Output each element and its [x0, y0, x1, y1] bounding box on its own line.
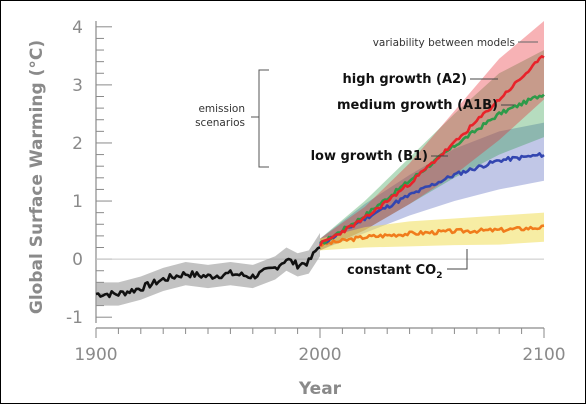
x-minor-ticks	[95, 328, 545, 338]
y-tick-label: 1	[72, 192, 83, 212]
y-axis-title: Global Surface Warming (°C)	[27, 40, 47, 314]
a2-band	[320, 21, 544, 251]
a2-line	[318, 54, 545, 247]
y-tick-label: -1	[66, 308, 83, 328]
y-axis: -1 0 1 2 3 4	[66, 18, 112, 328]
y-tick-labels: -1 0 1 2 3 4	[66, 18, 83, 328]
y-tick-label: 4	[72, 18, 83, 38]
emission-scenarios-bracket	[251, 69, 269, 168]
constant-co2-label: constant CO2	[347, 263, 442, 281]
annotations: variability between models high growth (…	[195, 37, 538, 281]
b1-band	[320, 122, 544, 251]
low-growth-label: low growth (B1)	[311, 149, 428, 164]
series-lines	[95, 54, 545, 299]
y-tick-label: 0	[72, 250, 83, 270]
observed-line	[95, 246, 321, 299]
x-tick-label: 2100	[522, 345, 565, 365]
y-tick-label: 3	[72, 76, 83, 96]
uncertainty-bands	[96, 21, 544, 306]
a1b-band	[320, 50, 544, 251]
y-tick-label: 2	[72, 134, 83, 154]
y-minor-ticks	[96, 26, 112, 318]
x-axis-title: Year	[298, 379, 342, 399]
observed-band	[96, 232, 320, 306]
emission-scenarios-line2: scenarios	[195, 117, 245, 129]
x-axis: 1900 2000 2100	[74, 327, 566, 365]
constant-line	[319, 224, 545, 247]
x-tick-label: 1900	[74, 345, 117, 365]
medium-growth-label: medium growth (A1B)	[337, 98, 498, 113]
high-growth-label: high growth (A2)	[343, 72, 467, 87]
x-tick-labels: 1900 2000 2100	[74, 345, 565, 365]
constant-co2-leader	[447, 249, 468, 270]
emission-scenarios-line1: emission	[198, 103, 245, 115]
variability-label: variability between models	[373, 37, 515, 49]
x-tick-label: 2000	[298, 345, 341, 365]
